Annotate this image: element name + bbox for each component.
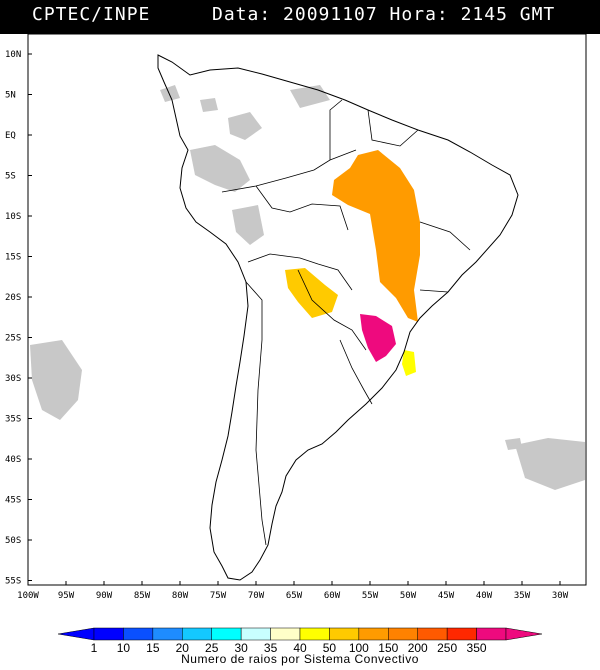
legend-swatch bbox=[358, 627, 389, 641]
lat-tick-label: EQ bbox=[5, 131, 16, 141]
legend-swatch bbox=[240, 627, 271, 641]
legend-label: 200 bbox=[408, 641, 428, 655]
cloud-cover bbox=[30, 85, 585, 490]
lat-tick-label: 55S bbox=[5, 577, 21, 587]
legend-label: 100 bbox=[349, 641, 369, 655]
legend-label: 1 bbox=[91, 641, 98, 655]
legend-label: 35 bbox=[264, 641, 278, 655]
legend-swatch bbox=[211, 627, 242, 641]
lat-tick-label: 5N bbox=[5, 91, 16, 101]
lon-tick-label: 100W bbox=[17, 591, 39, 601]
lon-tick-label: 30W bbox=[552, 591, 569, 601]
legend-label: 150 bbox=[378, 641, 398, 655]
legend-swatch bbox=[93, 627, 124, 641]
legend-label: 20 bbox=[176, 641, 190, 655]
lon-tick-label: 75W bbox=[210, 591, 227, 601]
lon-tick-label: 40W bbox=[476, 591, 493, 601]
latitude-ticks: 10N 5N EQ 5S 10S 15S 20S 25S 30S 35S 40S 45S 50S 55S bbox=[5, 50, 32, 587]
lon-tick-label: 50W bbox=[400, 591, 417, 601]
longitude-ticks: 100W 95W 90W 85W 80W 75W 70W 65W 60W 55W 50W 45W 40W… bbox=[17, 581, 569, 601]
source-label: CPTEC/INPE bbox=[32, 4, 151, 25]
legend-swatch bbox=[388, 627, 418, 641]
lat-tick-label: 30S bbox=[5, 374, 21, 384]
legend-label: 350 bbox=[467, 641, 487, 655]
legend-arrow-left bbox=[57, 627, 95, 641]
legend-swatch bbox=[446, 627, 477, 641]
lon-tick-label: 55W bbox=[362, 591, 379, 601]
lightning-parana bbox=[360, 314, 396, 362]
datetime-label: Data: 20091107 Hora: 2145 GMT bbox=[212, 4, 556, 25]
legend-label: 15 bbox=[146, 641, 160, 655]
lightning-paraguay bbox=[285, 268, 338, 318]
lat-tick-label: 45S bbox=[5, 496, 21, 506]
lightning-santa-catarina bbox=[402, 350, 416, 376]
country-borders bbox=[221, 99, 471, 546]
legend-label: 30 bbox=[234, 641, 248, 655]
lon-tick-label: 80W bbox=[172, 591, 189, 601]
lat-tick-label: 10N bbox=[5, 50, 21, 60]
legend-swatch bbox=[299, 627, 330, 641]
legend-swatch bbox=[329, 627, 360, 641]
lon-tick-label: 65W bbox=[286, 591, 303, 601]
lat-tick-label: 40S bbox=[5, 455, 21, 465]
lat-tick-label: 15S bbox=[5, 253, 21, 263]
legend-swatch bbox=[182, 627, 212, 641]
legend-label: 25 bbox=[205, 641, 219, 655]
legend-arrow-right bbox=[505, 627, 543, 641]
legend-title: Numero de raios por Sistema Convectivo bbox=[181, 652, 419, 666]
lat-tick-label: 20S bbox=[5, 293, 21, 303]
lon-tick-label: 45W bbox=[438, 591, 455, 601]
lon-tick-label: 85W bbox=[134, 591, 151, 601]
legend-swatch bbox=[476, 627, 507, 641]
legend-swatch bbox=[270, 627, 301, 641]
lon-tick-label: 95W bbox=[58, 591, 75, 601]
south-america-coastline bbox=[157, 54, 519, 581]
lat-tick-label: 25S bbox=[5, 334, 21, 344]
lon-tick-label: 90W bbox=[96, 591, 113, 601]
legend: 1 10 15 20 25 30 35 40 50 100 150 200 250 350 bbox=[57, 627, 543, 655]
lat-tick-label: 35S bbox=[5, 415, 21, 425]
lightning-regions bbox=[285, 150, 420, 376]
lightning-central-brazil bbox=[332, 150, 420, 322]
lon-tick-label: 35W bbox=[514, 591, 531, 601]
lat-tick-label: 10S bbox=[5, 212, 21, 222]
legend-swatch bbox=[152, 627, 183, 641]
lat-tick-label: 5S bbox=[5, 172, 16, 182]
lon-tick-label: 70W bbox=[248, 591, 265, 601]
legend-swatch bbox=[417, 627, 448, 641]
lon-tick-label: 60W bbox=[324, 591, 341, 601]
legend-label: 10 bbox=[117, 641, 131, 655]
legend-label: 40 bbox=[293, 641, 307, 655]
header-bar: CPTEC/INPE Data: 20091107 Hora: 2145 GMT bbox=[0, 0, 600, 34]
legend-label: 250 bbox=[437, 641, 457, 655]
lat-tick-label: 50S bbox=[5, 536, 21, 546]
legend-label: 50 bbox=[323, 641, 337, 655]
legend-swatch bbox=[123, 627, 154, 641]
